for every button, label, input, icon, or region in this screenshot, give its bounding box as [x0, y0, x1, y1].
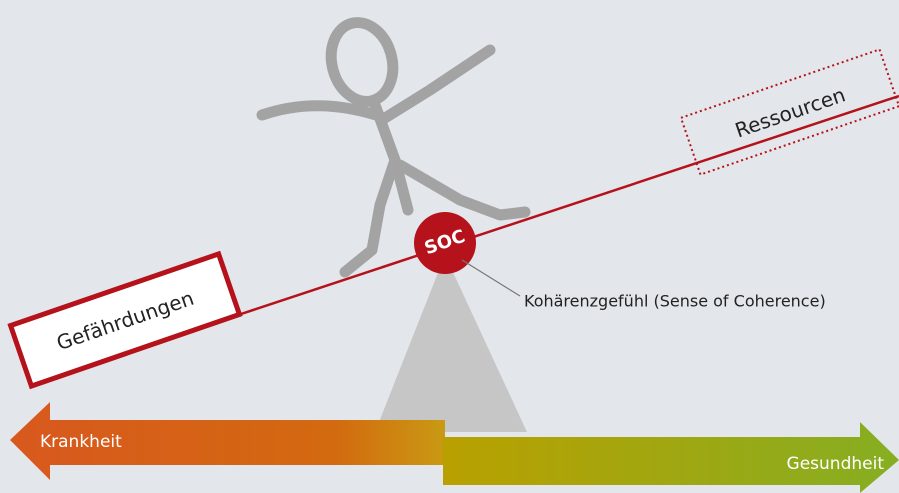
left-arrow	[10, 402, 445, 480]
right-box	[679, 48, 899, 176]
leader-line	[461, 259, 521, 297]
soc-circle	[414, 212, 476, 274]
right-arrow	[443, 422, 899, 493]
seesaw	[234, 94, 899, 318]
right-arrow-label: Gesundheit	[787, 454, 885, 474]
stick-figure	[256, 17, 531, 278]
fulcrum	[375, 255, 527, 432]
left-arrow-label: Krankheit	[40, 432, 122, 452]
left-box	[7, 250, 243, 390]
soc-caption: Kohärenzgefühl (Sense of Coherence)	[524, 292, 826, 311]
